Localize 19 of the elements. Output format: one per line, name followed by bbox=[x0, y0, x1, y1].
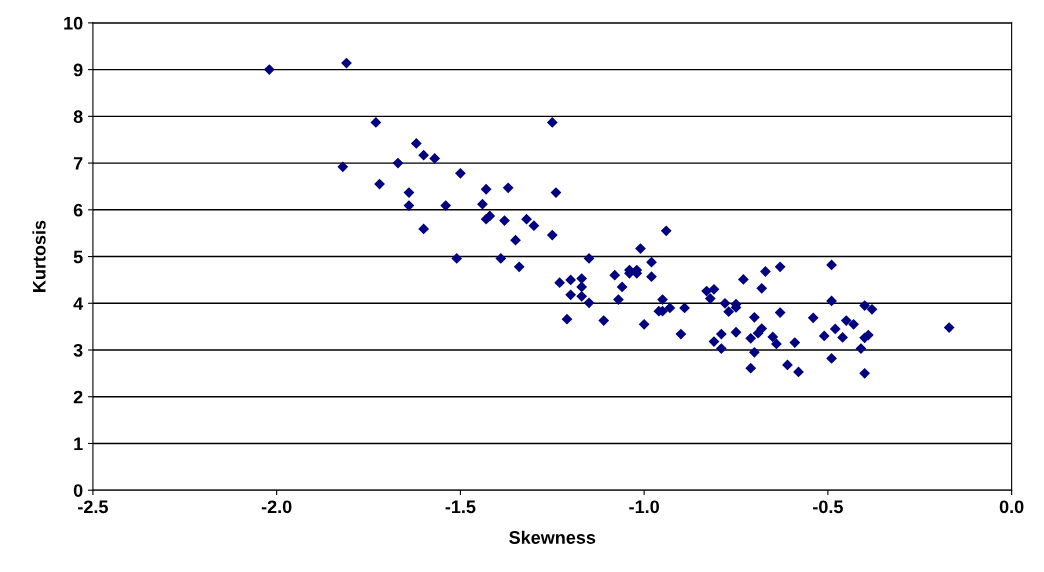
y-tick-label: 3 bbox=[73, 343, 83, 357]
y-tick-label: 2 bbox=[73, 390, 83, 404]
x-tick-label: 0.0 bbox=[999, 500, 1024, 514]
x-axis-title: Skewness bbox=[509, 530, 596, 544]
y-tick-label: 10 bbox=[64, 16, 83, 30]
y-tick-label: 6 bbox=[73, 203, 83, 217]
y-tick-label: 8 bbox=[73, 110, 83, 124]
y-tick-label: 4 bbox=[73, 297, 84, 310]
x-tick-label: -1.0 bbox=[629, 500, 659, 514]
x-tick-label: -1.5 bbox=[445, 500, 476, 514]
x-tick-label: -2.0 bbox=[261, 500, 292, 514]
y-tick-label: 0 bbox=[73, 484, 83, 497]
y-tick-label: 9 bbox=[73, 63, 83, 77]
y-axis-title: Kurtosis bbox=[32, 220, 46, 292]
y-tick-label: 7 bbox=[73, 157, 83, 170]
x-tick-label: -0.5 bbox=[813, 500, 843, 514]
x-tick-label: -2.5 bbox=[78, 500, 108, 514]
y-tick-label: 1 bbox=[74, 437, 83, 451]
y-tick-label: 5 bbox=[73, 250, 83, 264]
